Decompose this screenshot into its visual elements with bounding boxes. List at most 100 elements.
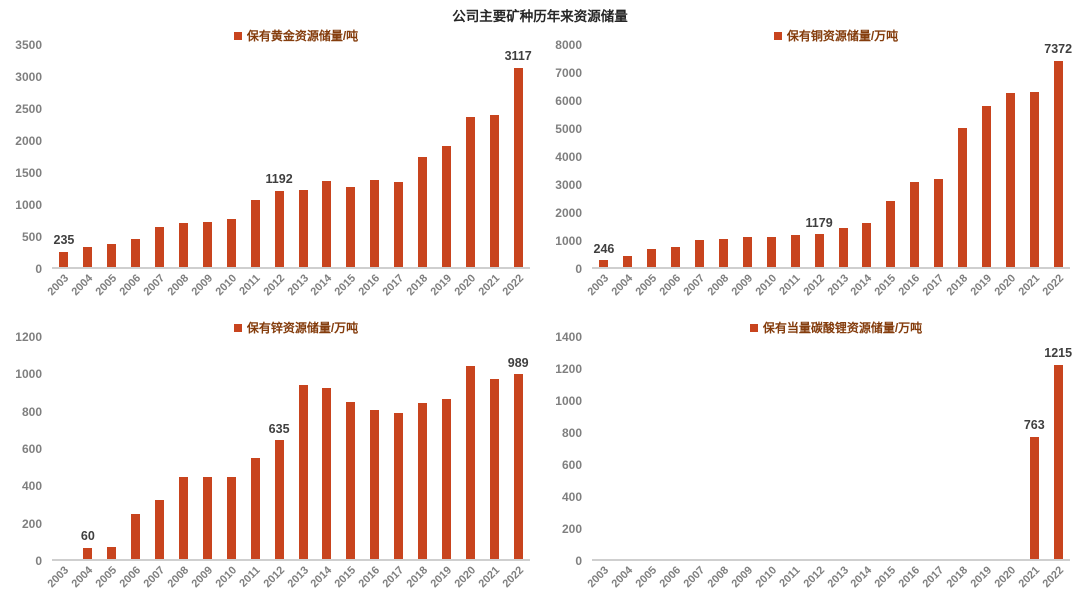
bar-slot [315, 337, 339, 559]
x-tick-label: 2003 [585, 272, 612, 299]
bar [1029, 436, 1039, 559]
legend-marker-icon [233, 323, 242, 332]
plot-area: 246 1179 7372 [592, 43, 1072, 269]
bar [107, 546, 117, 559]
bar-slot [927, 45, 951, 267]
y-tick-label: 5000 [555, 122, 582, 136]
bar [370, 179, 380, 267]
bar-slot [831, 45, 855, 267]
bar-slot [458, 337, 482, 559]
y-tick-label: 800 [21, 404, 42, 419]
x-tick-label: 2003 [45, 272, 72, 299]
bar [838, 228, 848, 267]
bar-slot [1022, 45, 1046, 267]
bar [513, 67, 523, 267]
bar [862, 222, 872, 267]
bar [155, 500, 165, 559]
y-tick-label: 3000 [15, 70, 42, 84]
bar [718, 239, 728, 267]
bar [1029, 92, 1039, 267]
bar [599, 260, 609, 267]
bar-slot [435, 45, 459, 267]
chart-body: 3500 3000 2500 2000 1500 1000 500 0 235 1192 3117… [0, 38, 532, 313]
x-tick: 2022 [500, 269, 530, 313]
legend-marker-icon [773, 31, 782, 40]
bar [465, 117, 475, 267]
bar-slot [124, 45, 148, 267]
y-tick-label: 200 [561, 522, 582, 536]
legend-label: 保有铜资源储量/万吨 [786, 28, 899, 43]
x-tick: 2022 [500, 561, 530, 605]
bar-slot: 763 [1022, 337, 1046, 559]
bar-slot [100, 337, 124, 559]
bar [418, 403, 428, 559]
bar-slot: 635 [267, 337, 291, 559]
bar [370, 409, 380, 559]
bar [202, 476, 212, 559]
bar-slot [975, 337, 999, 559]
chart-lithium-carbonate-reserves: 保有当量碳酸锂资源储量/万吨 1400 1200 1000 800 600 400 200 0… [540, 314, 1080, 608]
x-axis: 2003 2004 2005 2006 2007 2008 2009 2010 2011 2012… [586, 561, 1070, 605]
bar-slot [100, 45, 124, 267]
bar-slot: 246 [592, 45, 616, 267]
plot-area: 60 635 989 [52, 337, 530, 561]
charts-grid: 保有黄金资源储量/吨 3500 3000 2500 2000 1500 1000 500 0 … [0, 22, 1080, 608]
bar-slot [219, 45, 243, 267]
bar-slot: 989 [506, 337, 530, 559]
bar-slot [783, 45, 807, 267]
bar-slot [735, 45, 759, 267]
bar-slot [387, 45, 411, 267]
x-axis: 2003 2004 2005 2006 2007 2008 2009 2010 2011 2012… [46, 269, 530, 313]
y-tick-label: 3500 [15, 38, 42, 52]
bar [131, 514, 141, 559]
bar-slot [315, 45, 339, 267]
legend: 保有黄金资源储量/吨 [62, 28, 530, 43]
chart-gold-reserves: 保有黄金资源储量/吨 3500 3000 2500 2000 1500 1000 500 0 … [0, 22, 540, 314]
bar [695, 239, 705, 267]
bar-slot: 3117 [504, 45, 532, 267]
bar-slot [735, 337, 759, 559]
bar [274, 190, 284, 267]
bar [623, 256, 633, 267]
bar [346, 402, 356, 559]
bar-slot [975, 45, 999, 267]
bar-slot [998, 45, 1022, 267]
x-tick: 2022 [1040, 561, 1070, 605]
bar [910, 181, 920, 267]
bar [298, 385, 308, 559]
y-tick-label: 500 [21, 230, 42, 244]
bar-slot [855, 337, 879, 559]
bar-slot [664, 45, 688, 267]
bar [346, 187, 356, 267]
bar [489, 114, 499, 267]
data-label: 60 [80, 529, 95, 544]
y-tick-label: 7000 [555, 66, 582, 80]
y-tick-label: 2000 [15, 134, 42, 148]
bar [178, 222, 188, 267]
bar [274, 440, 284, 559]
bar [83, 547, 93, 559]
bar [178, 476, 188, 559]
bar-slot [435, 337, 459, 559]
y-tick-label: 800 [561, 426, 582, 440]
y-tick-label: 2500 [15, 102, 42, 116]
bar-slot [482, 45, 506, 267]
bar [981, 106, 991, 267]
x-tick: 2022 [1040, 269, 1070, 313]
bar-slot [903, 45, 927, 267]
bar [155, 226, 165, 267]
legend-label: 保有当量碳酸锂资源储量/万吨 [762, 320, 923, 335]
bar-slot [688, 45, 712, 267]
y-tick-label: 1000 [15, 367, 42, 382]
bar [107, 243, 117, 267]
bar [394, 413, 404, 559]
bar-slot [387, 337, 411, 559]
bar-slot [616, 45, 640, 267]
bar-slot [759, 337, 783, 559]
chart-zinc-reserves: 保有锌资源储量/万吨 1200 1000 800 600 400 200 0 60 635 98… [0, 314, 540, 608]
bar-slot [219, 337, 243, 559]
y-axis: 1200 1000 800 600 400 200 0 [0, 330, 52, 568]
legend-marker-icon [749, 323, 758, 332]
y-axis: 8000 7000 6000 5000 4000 3000 2000 1000 0 [540, 38, 592, 276]
data-label: 3117 [504, 49, 532, 64]
